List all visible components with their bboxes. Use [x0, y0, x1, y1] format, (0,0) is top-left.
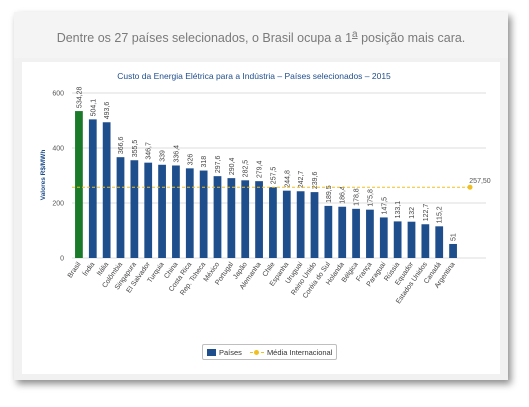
- bar[interactable]: [144, 162, 153, 258]
- chart-title: Custo da Energia Elétrica para a Indústr…: [117, 71, 391, 81]
- bar[interactable]: [158, 164, 166, 258]
- bar[interactable]: [116, 157, 125, 258]
- headline-suffix: posição mais cara.: [357, 31, 466, 46]
- bar[interactable]: [199, 170, 208, 258]
- bar[interactable]: [75, 111, 83, 258]
- bar[interactable]: [255, 181, 263, 258]
- value-label: 318: [201, 156, 208, 168]
- value-label: 336,4: [173, 145, 180, 163]
- bar[interactable]: [102, 122, 111, 258]
- bar[interactable]: [310, 192, 319, 258]
- bar[interactable]: [449, 243, 457, 258]
- value-label: 339: [160, 150, 167, 162]
- value-label: 493,6: [104, 102, 111, 120]
- bar[interactable]: [338, 206, 347, 258]
- value-label: 239,6: [312, 171, 319, 189]
- bar[interactable]: [172, 165, 180, 258]
- legend-swatch-media: [249, 349, 264, 356]
- y-tick-label: 400: [52, 146, 64, 153]
- y-tick-label: 200: [52, 201, 64, 208]
- bar[interactable]: [393, 221, 402, 258]
- bar[interactable]: [185, 168, 194, 258]
- legend: Países Média Internacional: [202, 344, 338, 360]
- bar[interactable]: [296, 191, 305, 258]
- value-label: 355,5: [132, 140, 139, 158]
- value-label: 346,7: [146, 142, 153, 160]
- category-label: Brasil: [67, 261, 83, 280]
- bar[interactable]: [282, 190, 291, 258]
- headline-prefix: Dentre os 27 países selecionados, o Bras…: [56, 31, 353, 46]
- value-label: 242,7: [298, 171, 305, 189]
- bar[interactable]: [352, 208, 360, 258]
- value-label: 297,6: [215, 156, 222, 174]
- value-label: 132: [409, 207, 416, 219]
- y-tick-label: 0: [60, 256, 64, 263]
- value-label: 504,1: [90, 99, 97, 117]
- value-label: 244,8: [284, 170, 291, 188]
- legend-label-paises: Países: [219, 347, 242, 357]
- bar[interactable]: [213, 176, 222, 258]
- value-label: 366,6: [118, 137, 125, 155]
- value-label: 534,28: [76, 87, 83, 109]
- bar[interactable]: [366, 209, 374, 258]
- bar[interactable]: [407, 221, 416, 258]
- value-label: 282,5: [243, 160, 250, 178]
- y-axis-label: Valores R$/MWh: [40, 150, 47, 201]
- bar[interactable]: [130, 160, 139, 258]
- gridlines: [72, 92, 486, 259]
- value-labels: 534,28 504,1 493,6 366,6 355,5 346,7 339 336,4 3…: [76, 87, 457, 241]
- value-label: 51: [451, 233, 458, 241]
- value-label: 178,8: [354, 188, 361, 206]
- legend-label-media: Média Internacional: [266, 347, 333, 357]
- bar[interactable]: [241, 180, 250, 258]
- value-label: 175,8: [367, 189, 374, 207]
- value-label: 326: [187, 154, 194, 166]
- headline-ordinal: a: [352, 29, 358, 40]
- value-label: 147,5: [381, 197, 388, 215]
- value-label: 279,4: [257, 161, 264, 179]
- legend-swatch-paises: [207, 348, 216, 356]
- bar[interactable]: [88, 119, 97, 258]
- bar[interactable]: [421, 224, 430, 258]
- category-label: Índia: [80, 260, 96, 278]
- bar[interactable]: [324, 205, 333, 258]
- value-label: 122,7: [423, 204, 430, 222]
- value-label: 290,4: [229, 158, 236, 176]
- value-label: 257,5: [270, 167, 277, 185]
- bar[interactable]: [379, 217, 388, 258]
- headline: Dentre os 27 países selecionados, o Bras…: [14, 12, 508, 58]
- value-label: 115,2: [437, 206, 444, 223]
- reference-point[interactable]: [467, 184, 473, 190]
- bar[interactable]: [269, 187, 277, 258]
- reference-value-label: 257,50: [469, 178, 491, 185]
- bar[interactable]: [227, 178, 236, 258]
- value-label: 133,1: [395, 201, 402, 219]
- bars: [75, 111, 457, 258]
- legend-item-paises[interactable]: Países: [207, 348, 242, 357]
- value-label: 189,5: [326, 185, 333, 203]
- y-axis-ticks: 0 200 400 600: [52, 91, 64, 263]
- legend-item-media[interactable]: Média Internacional: [249, 347, 333, 357]
- reference-line: 257,50: [72, 178, 491, 190]
- bar[interactable]: [435, 226, 444, 258]
- value-label: 186,4: [340, 186, 347, 204]
- y-tick-label: 600: [52, 91, 64, 98]
